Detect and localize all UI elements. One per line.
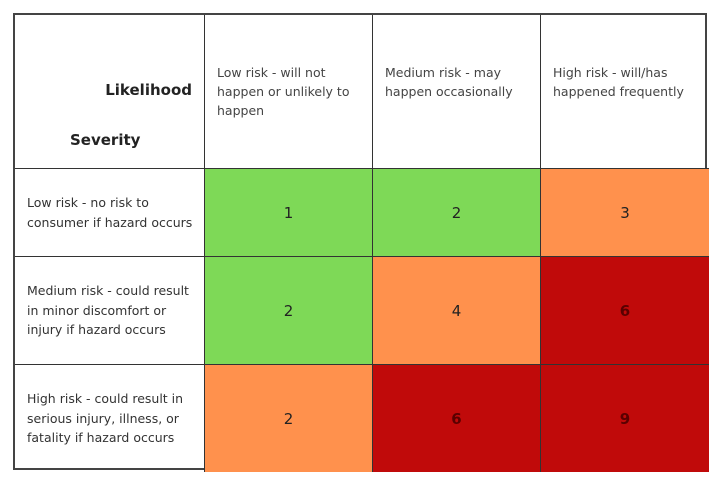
- risk-cell: 6: [541, 257, 709, 365]
- risk-matrix: Likelihood Severity Low risk - will not …: [13, 13, 709, 472]
- risk-cell: 3: [541, 169, 709, 257]
- row-header-low: Low risk - no risk to consumer if hazard…: [15, 169, 205, 257]
- corner-cell: Likelihood Severity: [15, 15, 205, 169]
- row-header-high: High risk - could result in serious inju…: [15, 365, 205, 472]
- risk-cell: 1: [205, 169, 373, 257]
- risk-cell: 2: [205, 257, 373, 365]
- risk-cell: 6: [373, 365, 541, 472]
- row-header-medium: Medium risk - could result in minor disc…: [15, 257, 205, 365]
- risk-cell: 2: [373, 169, 541, 257]
- severity-label: Severity: [70, 131, 141, 149]
- risk-cell: 2: [205, 365, 373, 472]
- likelihood-label: Likelihood: [105, 81, 192, 99]
- column-header-medium: Medium risk - may happen occasionally: [373, 15, 541, 169]
- risk-cell: 9: [541, 365, 709, 472]
- column-header-high: High risk - will/has happened frequently: [541, 15, 709, 169]
- risk-cell: 4: [373, 257, 541, 365]
- column-header-low: Low risk - will not happen or unlikely t…: [205, 15, 373, 169]
